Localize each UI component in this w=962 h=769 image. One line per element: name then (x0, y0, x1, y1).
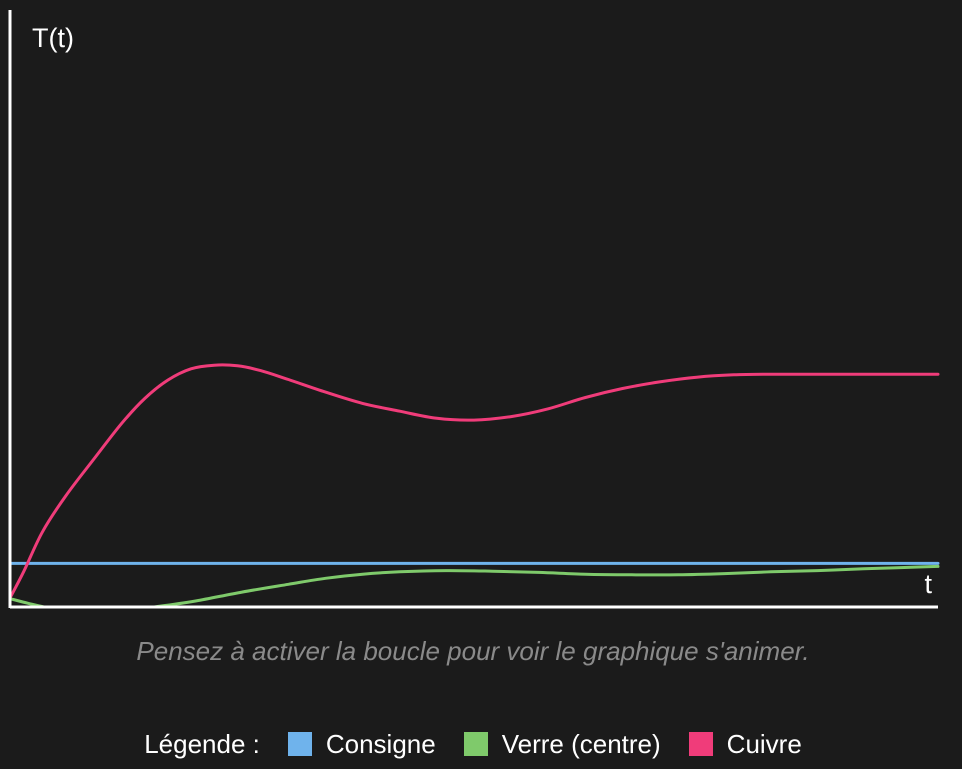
series-line-verre-centre (10, 564, 940, 608)
legend-item-cuivre: Cuivre (688, 728, 802, 760)
y-axis-label: T(t) (32, 23, 74, 53)
legend-swatch-consigne (287, 732, 312, 756)
series-group (10, 363, 940, 608)
series-line-cuivre (10, 363, 940, 600)
legend-label-cuivre: Cuivre (726, 728, 802, 759)
legend-label-verre: Verre (centre) (501, 728, 661, 759)
chart-container: T(t) t (8, 10, 940, 609)
legend-label-consigne: Consigne (325, 728, 436, 759)
legend-swatch-cuivre (688, 732, 713, 756)
legend: Légende : Consigne Verre (centre) Cuivre (0, 726, 946, 762)
temperature-chart: T(t) t (8, 10, 940, 609)
legend-item-verre: Verre (centre) (463, 728, 661, 760)
legend-swatch-verre (463, 732, 488, 756)
legend-title: Légende : (144, 728, 260, 759)
loop-hint-text: Pensez à activer la boucle pour voir le … (136, 636, 810, 666)
legend-item-consigne: Consigne (287, 728, 436, 760)
x-axis-label: t (924, 569, 932, 599)
